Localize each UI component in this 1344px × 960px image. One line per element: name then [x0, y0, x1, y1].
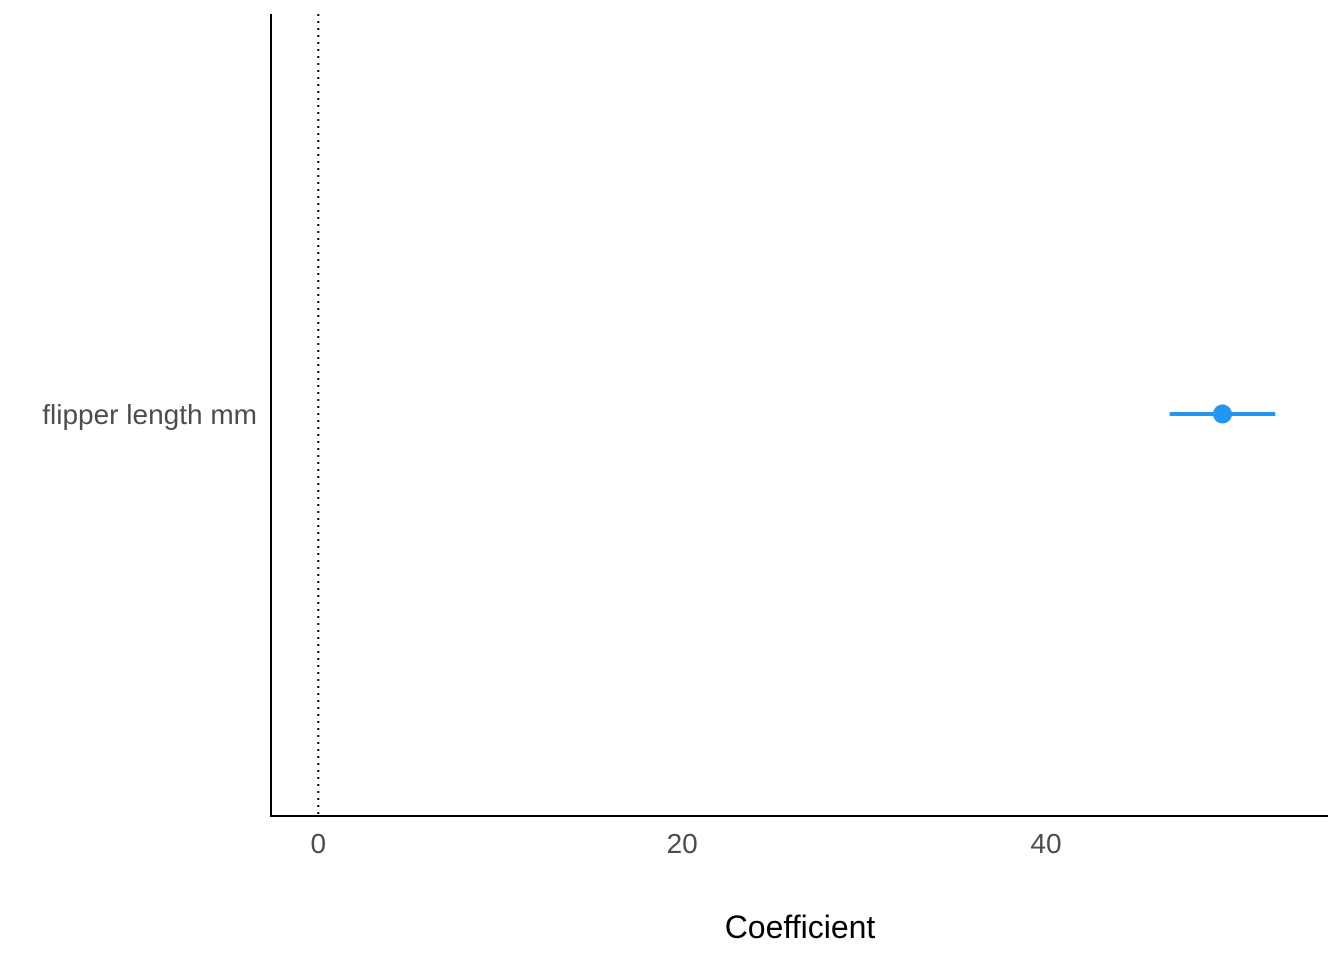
x-axis-title: Coefficient: [725, 909, 876, 945]
x-tick-label: 0: [311, 828, 327, 859]
x-tick-labels: 0 20 40: [311, 828, 1062, 859]
term-label: flipper length mm: [42, 399, 257, 430]
category-labels: flipper length mm: [42, 399, 257, 430]
coefficient-point: [1212, 404, 1232, 424]
coefficient-marks: [1169, 404, 1276, 424]
x-tick-label: 20: [667, 828, 698, 859]
x-tick-label: 40: [1030, 828, 1061, 859]
